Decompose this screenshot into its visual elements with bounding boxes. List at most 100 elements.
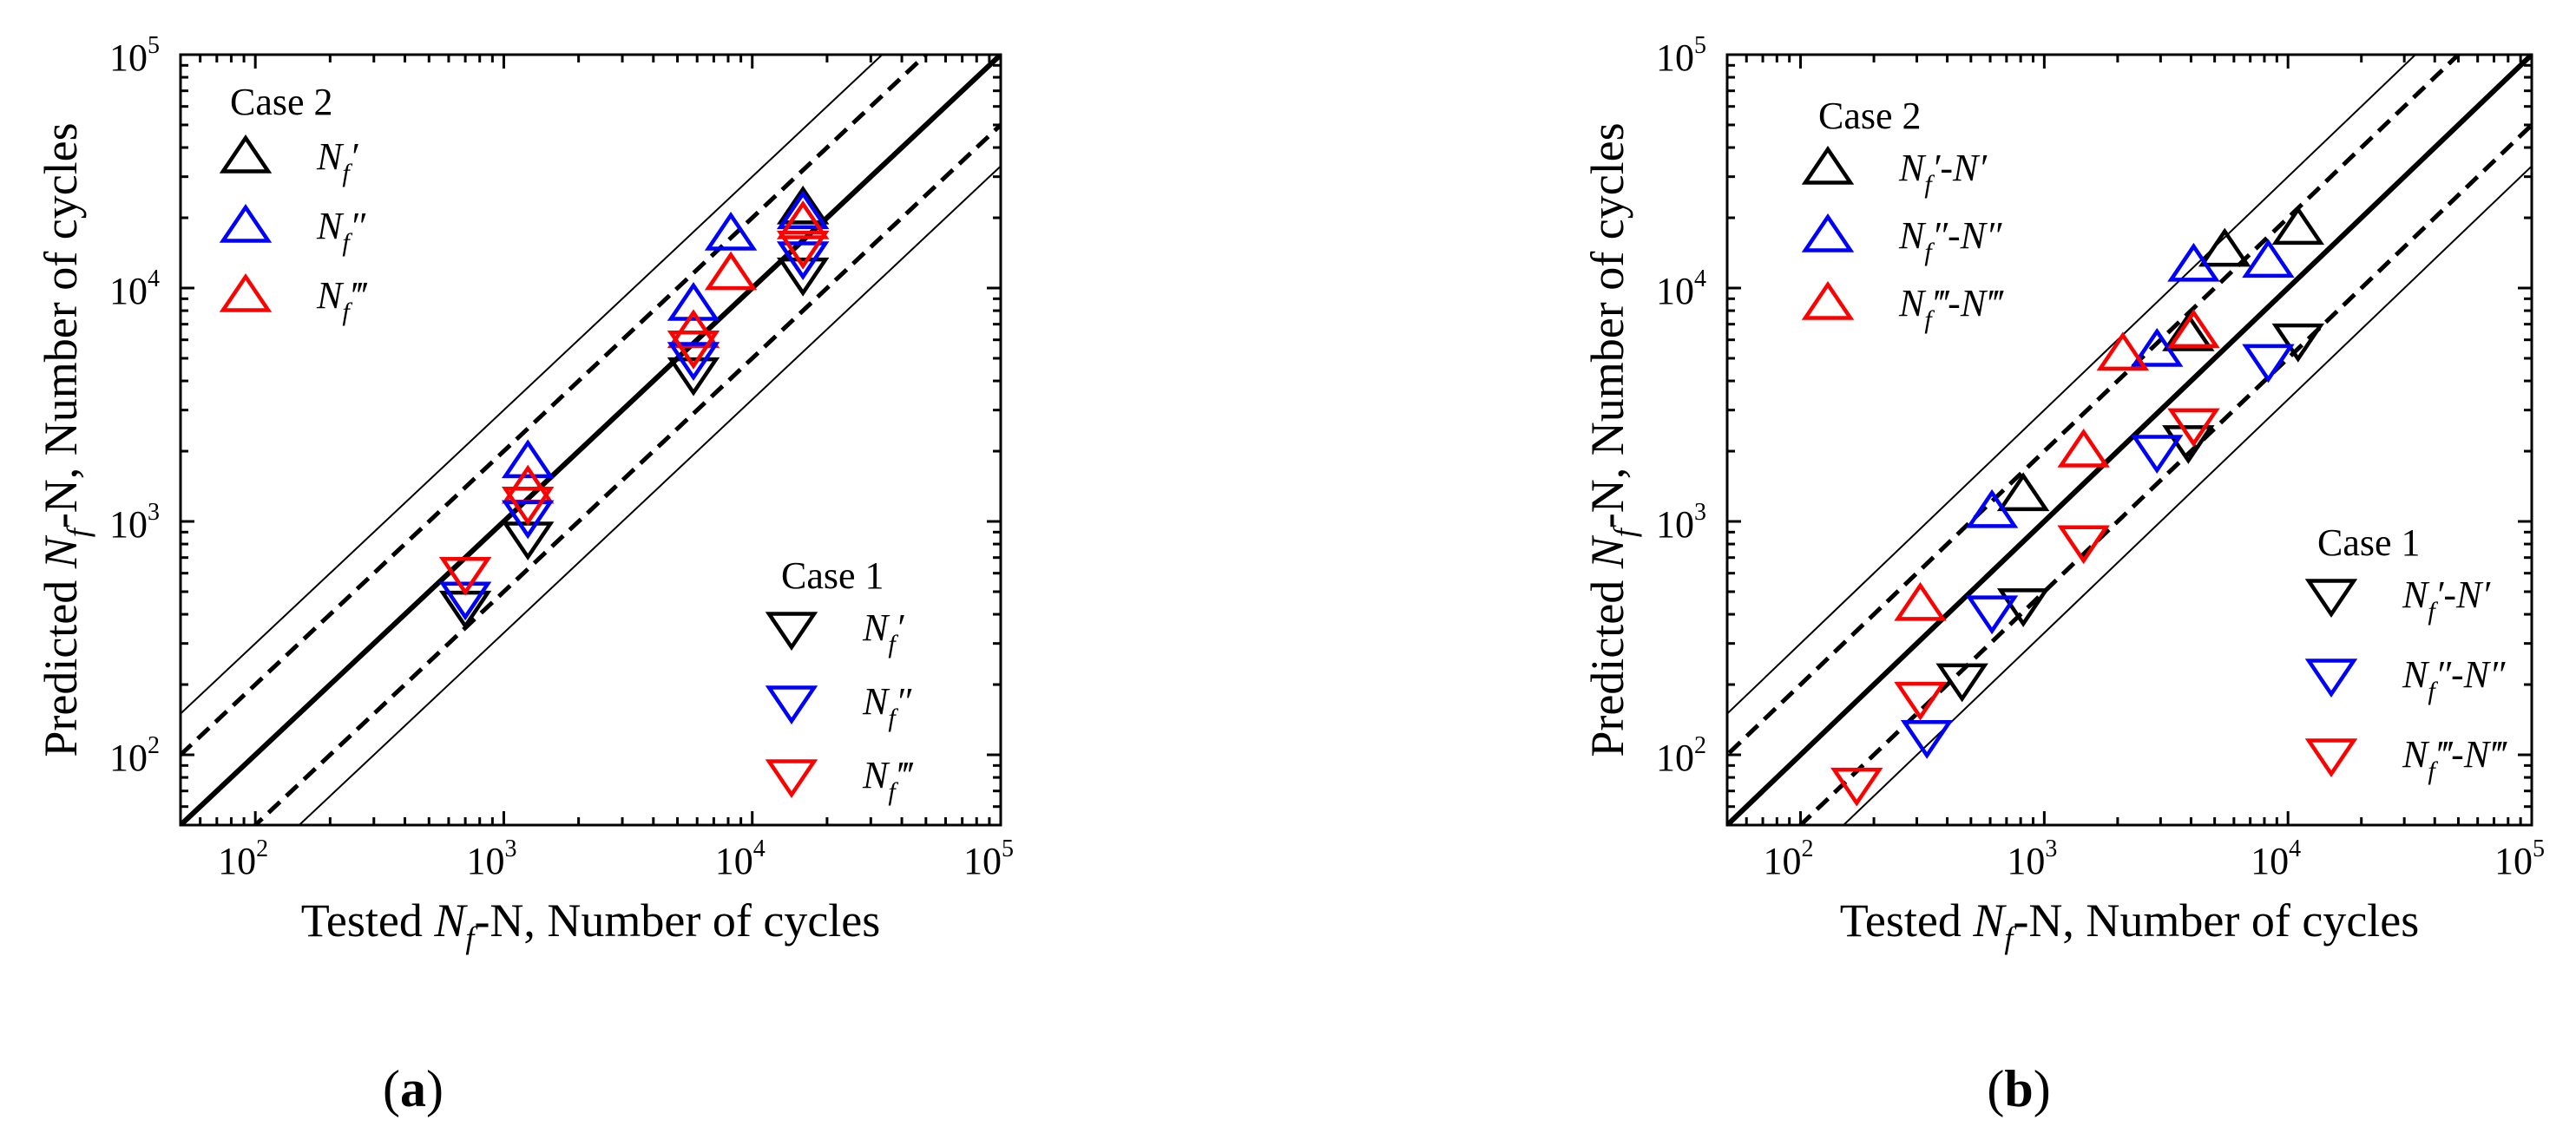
x-tick-label: 102 [1764, 835, 1814, 882]
x-tick-exp: 5 [2533, 835, 2545, 862]
triangle-up-icon [219, 272, 273, 312]
legend-var: N [316, 274, 345, 317]
legend-primes: ′ [350, 135, 359, 178]
reference-lines [181, 55, 1001, 825]
x-tick-exp: 4 [2289, 835, 2301, 862]
legend-primes: ″-N″ [2435, 653, 2506, 696]
data-point-up [776, 190, 830, 230]
legend-primes: ″-N″ [1932, 214, 2002, 257]
data-point-up [776, 200, 830, 239]
data-point-down [438, 581, 492, 621]
data-point-down [2271, 323, 2325, 363]
ticks [1725, 53, 2533, 827]
triangle-down-icon [765, 612, 818, 652]
data-point-down [2167, 408, 2220, 448]
legend-var: N [862, 754, 890, 796]
data-point-down [1830, 767, 1883, 807]
legend-var: N [1898, 282, 1927, 324]
x-tick-base: 10 [715, 840, 753, 882]
legend-case-1-label: Nf′ [862, 606, 905, 658]
legend-case-1-title: Case 1 [781, 554, 884, 597]
data-points [438, 185, 830, 630]
data-point-down [1965, 595, 2019, 635]
legend-primes: ‴ [350, 274, 368, 317]
x-tick-exp: 5 [1002, 835, 1014, 862]
x-tick-base: 10 [218, 840, 256, 882]
data-point-up [2130, 327, 2184, 367]
reference-line-1 [181, 55, 930, 758]
x-tick-base: 10 [2251, 840, 2289, 882]
reference-line-3 [1727, 55, 2417, 716]
legend-case-2-title: Case 2 [230, 81, 333, 123]
legend-primes: ″ [350, 205, 366, 247]
reference-line-4 [1842, 165, 2532, 825]
data-point-up [1965, 488, 2019, 528]
x-tick-exp: 2 [256, 835, 268, 862]
y-tick-exp: 4 [148, 265, 160, 292]
legend-var: N [1898, 214, 1927, 257]
y-tick-base: 10 [1656, 737, 1694, 779]
caption-close: ) [426, 1060, 444, 1117]
legend-case-2-label: Nf″ [316, 205, 366, 257]
x-tick-label: 104 [715, 835, 766, 882]
data-point-down [776, 241, 830, 280]
legend-case-2-label: Nf″-N″ [1898, 214, 2002, 266]
data-point-up [2167, 242, 2220, 282]
y-label-var: N [1581, 534, 1633, 569]
legend-case-2: Case 2 Nf′-N′ Nf″-N″ Nf‴-N‴ [1801, 95, 2004, 334]
x-label-pre: Tested [1840, 894, 1974, 947]
caption-close: ) [2034, 1060, 2051, 1117]
data-point-down [1996, 588, 2050, 627]
legend-case-2-label: Nf‴-N‴ [1898, 282, 2004, 334]
data-point-down [667, 357, 720, 396]
legend-case-1: Case 1 Nf′ Nf″ Nf‴ [765, 554, 914, 806]
legend-primes: ″ [896, 680, 912, 723]
legend-primes: ′-N′ [1932, 147, 1988, 189]
data-point-down [2057, 525, 2110, 565]
triangle-up-icon [1801, 145, 1855, 185]
legend-primes: ′ [896, 606, 905, 649]
y-label-pre: Predicted [35, 568, 87, 757]
data-point-up [2057, 429, 2110, 468]
y-tick-exp: 5 [148, 32, 160, 59]
legend-case-1-label: Nf′-N′ [2402, 573, 2491, 626]
legend-case-1-label: Nf‴ [862, 754, 914, 806]
y-tick-exp: 2 [1694, 732, 1706, 759]
y-label-post: -N, Number of cycles [35, 122, 87, 528]
y-axis-label: Predicted Nf-N, Number of cycles [35, 122, 95, 757]
y-label-post: -N, Number of cycles [1581, 122, 1633, 528]
x-label-post: -N, Number of cycles [474, 894, 880, 947]
data-point-up [2162, 311, 2215, 351]
y-tick-base: 10 [109, 36, 148, 79]
data-point-down [1935, 663, 1988, 703]
y-tick-label: 102 [109, 732, 160, 779]
data-point-down [501, 500, 555, 540]
x-tick-label: 105 [2494, 835, 2545, 882]
legend-case-2-label: Nf′ [316, 135, 359, 187]
y-tick-label: 102 [1656, 732, 1706, 779]
data-points [1830, 206, 2325, 807]
y-tick-label: 103 [1656, 499, 1706, 546]
y-tick-label: 105 [109, 32, 160, 79]
legend-case-2-label: Nf′-N′ [1898, 147, 1988, 199]
legend-var: N [1898, 147, 1927, 189]
reference-line-4 [298, 165, 1001, 825]
y-tick-label: 104 [109, 265, 160, 312]
plot-frame [1725, 53, 2533, 827]
x-tick-exp: 2 [1802, 835, 1814, 862]
y-label-var: N [35, 534, 87, 569]
data-point-up [2198, 227, 2251, 267]
caption-letter: b [2004, 1060, 2033, 1117]
data-point-down [776, 257, 830, 297]
x-tick-base: 10 [963, 840, 1002, 882]
caption-open: ( [1987, 1060, 2004, 1117]
legend-case-1-label: Nf‴-N‴ [2402, 733, 2507, 785]
legend-case-1-title: Case 1 [2317, 521, 2421, 564]
reference-lines [1727, 55, 2532, 825]
data-point-up [776, 185, 830, 225]
y-tick-exp: 5 [1694, 32, 1706, 59]
x-axis-label: Tested Nf-N, Number of cycles [301, 894, 881, 955]
data-point-up [2271, 206, 2325, 246]
panel-caption: (a) [383, 1060, 444, 1117]
